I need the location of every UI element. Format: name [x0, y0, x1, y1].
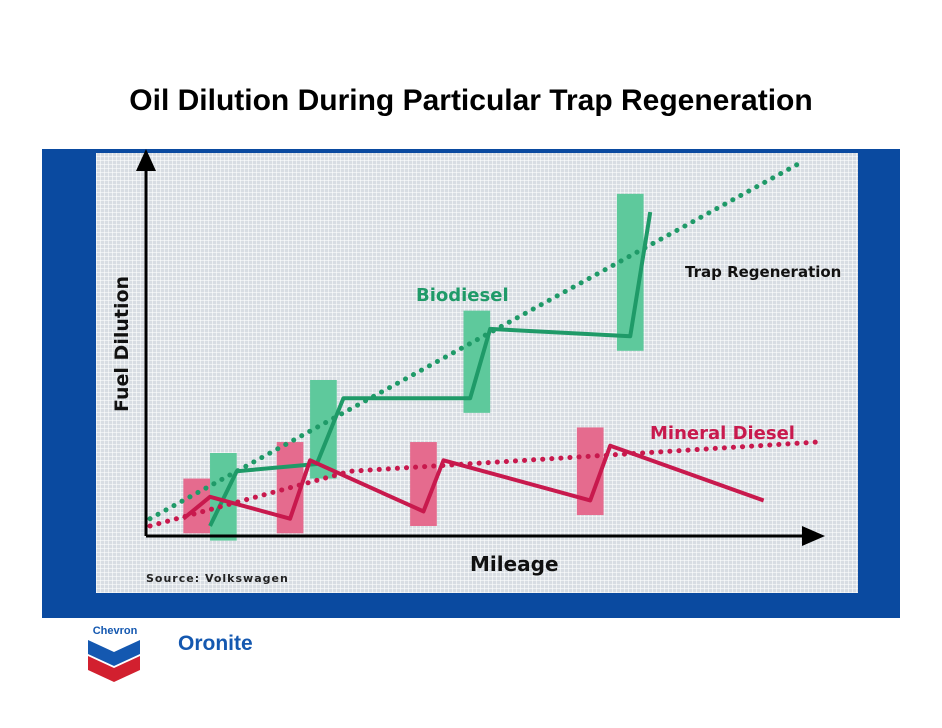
mineral-diesel-solid-line [182, 443, 765, 521]
biodiesel-solid-line [208, 211, 653, 527]
y-axis-label: Fuel Dilution [111, 276, 133, 412]
biodiesel-regeneration-band-3 [463, 310, 491, 413]
chart-title: Oil Dilution During Particular Trap Rege… [129, 84, 813, 117]
chart-svg: Biodiesel Mineral Diesel Trap Regeneration… [111, 149, 841, 576]
biodiesel-label: Biodiesel [416, 285, 509, 306]
mineral-diesel-dotted-line [147, 439, 820, 529]
biodiesel-dotted-line [147, 158, 807, 522]
x-axis-arrow [802, 526, 825, 546]
oronite-wordmark: Oronite [178, 632, 253, 655]
trap-regeneration-label: Trap Regeneration [685, 263, 841, 281]
x-axis-label: Mileage [470, 552, 559, 576]
source-label: Source: Volkswagen [146, 572, 289, 585]
chevron-wordmark: Chevron [92, 625, 138, 637]
chevron-logo-icon [86, 624, 142, 682]
y-axis-arrow [136, 149, 156, 171]
mineral-diesel-label: Mineral Diesel [650, 423, 795, 444]
chart-panel: Biodiesel Mineral Diesel Trap Regeneration… [42, 149, 900, 618]
